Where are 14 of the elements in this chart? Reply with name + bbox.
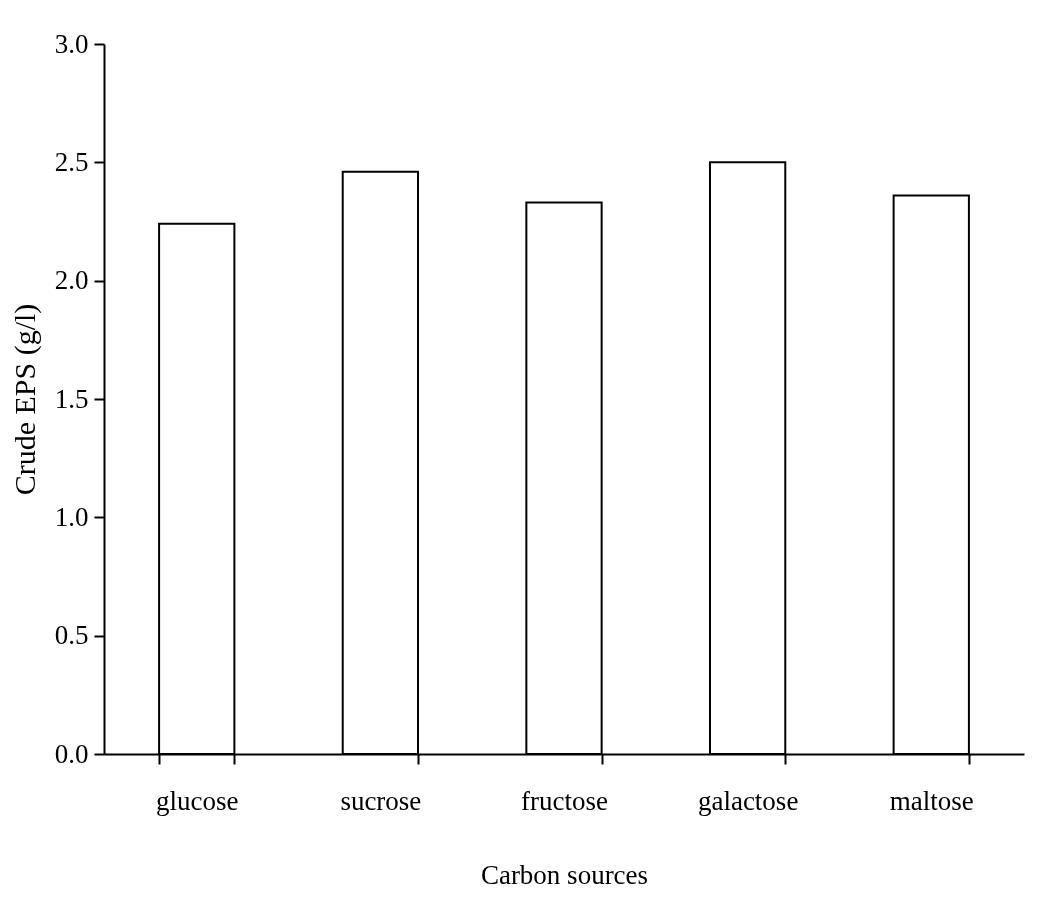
y-tick-label: 3.0 bbox=[54, 28, 89, 59]
y-tick-label: 0.0 bbox=[54, 738, 89, 769]
y-tick-label: 2.0 bbox=[54, 265, 89, 296]
y-axis-title: Crude EPS (g/l) bbox=[7, 303, 42, 496]
y-tick-label: 1.0 bbox=[54, 501, 89, 532]
x-axis-title: Carbon sources bbox=[480, 859, 649, 890]
y-tick-label: 2.5 bbox=[54, 146, 89, 177]
y-tick-label: 1.5 bbox=[54, 383, 89, 414]
x-tick-label: sucrose bbox=[340, 785, 422, 816]
x-tick-label: maltose bbox=[889, 785, 974, 816]
x-tick-label: fructose bbox=[521, 785, 608, 816]
y-tick-label: 0.5 bbox=[54, 620, 89, 651]
x-tick-label: glucose bbox=[155, 785, 239, 816]
x-tick-label: galactose bbox=[697, 785, 799, 816]
